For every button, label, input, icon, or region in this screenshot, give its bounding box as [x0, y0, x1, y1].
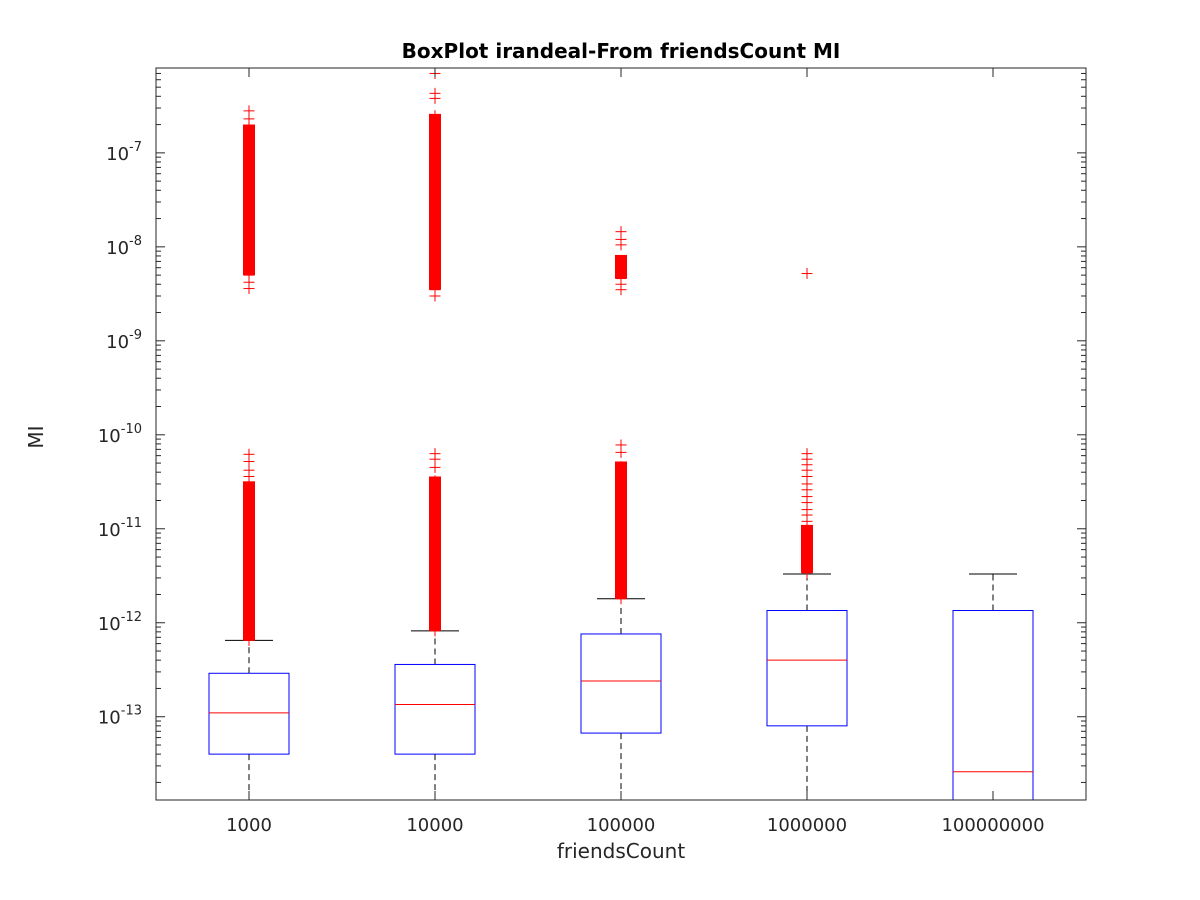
outlier-marker: [801, 268, 813, 280]
outlier-marker: [429, 110, 441, 122]
outlier-marker: [243, 276, 255, 288]
outlier-marker: [429, 290, 441, 302]
iqr-box: [580, 633, 662, 734]
iqr-box: [766, 610, 848, 727]
outlier-marker: [615, 255, 627, 267]
outlier-marker: [801, 525, 813, 537]
chart-marks: [208, 67, 1034, 801]
y-tick-label: 10-13: [98, 704, 142, 729]
box-group-1000000: [766, 268, 848, 801]
box-group-1000: [208, 105, 290, 801]
outlier-marker: [429, 87, 441, 99]
outlier-marker: [615, 461, 627, 473]
x-axis-title: friendsCount: [557, 839, 685, 863]
y-tick-label: 10-12: [98, 610, 142, 635]
y-tick-label: 10-8: [106, 234, 142, 259]
x-tick-label: 10000: [406, 815, 463, 836]
y-tick-label: 10-10: [98, 422, 142, 447]
outlier-marker: [243, 448, 255, 460]
y-tick-label: 10-11: [98, 516, 142, 541]
outlier-marker: [615, 278, 627, 290]
outlier-marker: [615, 226, 627, 238]
x-tick-label: 1000: [226, 815, 272, 836]
x-tick-label: 100000: [587, 815, 656, 836]
y-tick-label: 10-7: [106, 140, 142, 165]
iqr-box: [208, 672, 290, 755]
iqr-box: [394, 663, 476, 755]
box-group-100000: [580, 226, 662, 801]
x-tick-label: 1000000: [767, 815, 847, 836]
outlier-marker: [243, 105, 255, 117]
y-tick-label: 10-9: [106, 328, 142, 353]
outlier-marker: [615, 439, 627, 451]
plot-area: [156, 68, 1086, 800]
x-axis: 1000 10000 100000 1000000 100000000: [226, 68, 1045, 836]
y-axis-title: MI: [24, 425, 48, 448]
outlier-marker: [429, 475, 441, 487]
chart-title: BoxPlot irandeal-From friendsCount MI: [402, 39, 841, 63]
outlier-marker: [429, 448, 441, 460]
y-axis: 10-13 10-12 10-11 10-10 10-9 10-8 10-7: [98, 72, 1086, 783]
x-tick-label: 100000000: [941, 815, 1044, 836]
box-group-10000: [394, 67, 476, 801]
outlier-marker: [801, 448, 813, 460]
